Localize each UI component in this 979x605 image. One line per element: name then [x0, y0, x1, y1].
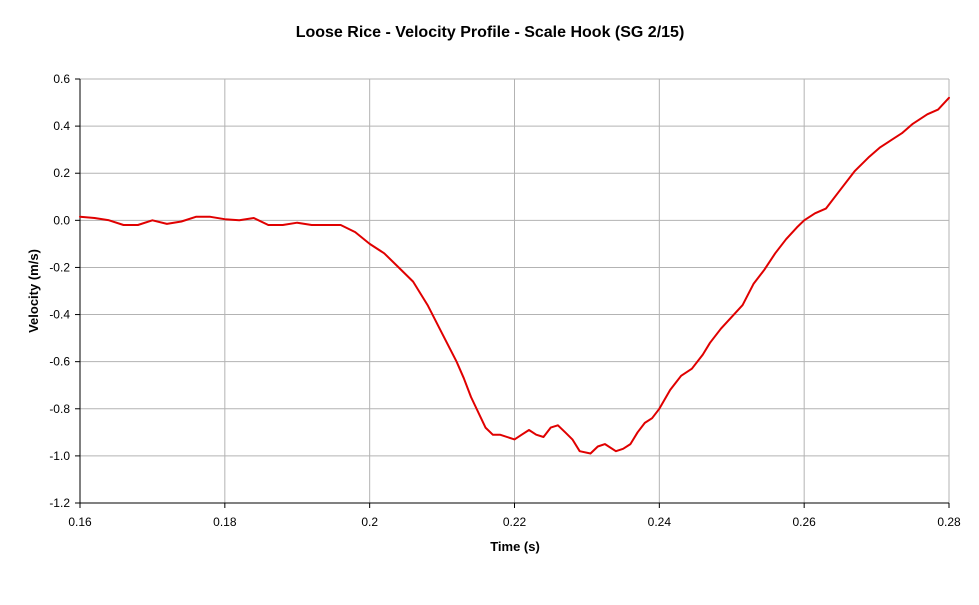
y-tick-label: 0.2: [53, 166, 70, 180]
y-tick-label: 0.4: [53, 119, 70, 133]
y-tick-label: -0.4: [49, 308, 70, 322]
y-tick-label: -1.0: [49, 449, 70, 463]
label-layer: Loose Rice - Velocity Profile - Scale Ho…: [26, 24, 961, 554]
x-tick-label: 0.24: [648, 515, 672, 529]
y-tick-label: -0.2: [49, 260, 70, 274]
x-tick-label: 0.2: [361, 515, 378, 529]
series-layer: [79, 96, 950, 455]
x-tick-label: 0.28: [937, 515, 961, 529]
x-tick-label: 0.16: [68, 515, 92, 529]
y-tick-label: -0.8: [49, 402, 70, 416]
x-axis-label: Time (s): [490, 539, 540, 554]
series-line-velocity: [79, 96, 950, 455]
chart-title: Loose Rice - Velocity Profile - Scale Ho…: [296, 24, 685, 41]
axis-layer: [75, 78, 950, 508]
x-tick-label: 0.22: [503, 515, 527, 529]
y-axis-label: Velocity (m/s): [26, 249, 41, 333]
y-tick-label: -0.6: [49, 355, 70, 369]
x-tick-label: 0.26: [792, 515, 816, 529]
y-tick-label: -1.2: [49, 496, 70, 510]
y-tick-label: 0.6: [53, 72, 70, 86]
x-tick-label: 0.18: [213, 515, 237, 529]
y-tick-label: 0.0: [53, 213, 70, 227]
